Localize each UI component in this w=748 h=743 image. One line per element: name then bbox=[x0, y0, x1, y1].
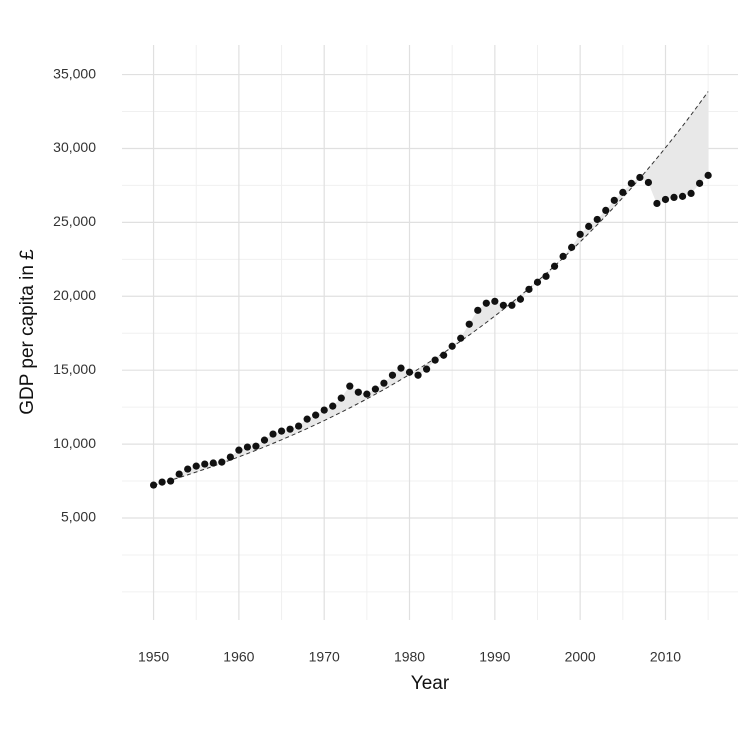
x-tick-label: 1970 bbox=[309, 649, 340, 665]
point bbox=[346, 382, 354, 390]
point bbox=[414, 371, 422, 379]
point bbox=[269, 430, 277, 438]
x-tick-label: 1950 bbox=[138, 649, 169, 665]
ribbon bbox=[673, 125, 683, 198]
x-axis-title: Year bbox=[411, 673, 450, 694]
point bbox=[448, 342, 456, 350]
point bbox=[670, 193, 678, 201]
x-tick-label: 1980 bbox=[394, 649, 425, 665]
point bbox=[619, 188, 627, 196]
point bbox=[218, 458, 226, 466]
point bbox=[175, 470, 183, 478]
point bbox=[149, 481, 158, 489]
ribbon bbox=[682, 114, 692, 197]
point bbox=[499, 301, 507, 309]
point bbox=[704, 171, 712, 179]
point bbox=[576, 230, 584, 238]
point bbox=[329, 402, 337, 410]
point bbox=[431, 356, 439, 364]
point bbox=[440, 351, 448, 359]
y-tick-label: 35,000 bbox=[53, 65, 96, 81]
point bbox=[320, 406, 328, 414]
point bbox=[525, 285, 533, 293]
trend-line bbox=[153, 91, 709, 486]
point bbox=[209, 459, 217, 467]
point bbox=[201, 460, 209, 468]
point bbox=[627, 179, 635, 187]
point bbox=[312, 411, 320, 419]
y-tick-label: 25,000 bbox=[53, 213, 96, 229]
point bbox=[277, 427, 286, 435]
point bbox=[388, 371, 397, 379]
point bbox=[184, 465, 192, 473]
point bbox=[286, 425, 294, 433]
point bbox=[550, 262, 559, 270]
point bbox=[422, 365, 431, 373]
point bbox=[474, 306, 482, 314]
point bbox=[252, 442, 260, 450]
point bbox=[405, 368, 414, 376]
point bbox=[363, 390, 371, 398]
point bbox=[687, 189, 695, 198]
point bbox=[380, 379, 388, 387]
point bbox=[192, 462, 200, 470]
point bbox=[516, 295, 525, 303]
y-axis-title: GDP per capita in £ bbox=[17, 249, 38, 415]
point bbox=[243, 443, 252, 451]
point bbox=[337, 394, 345, 402]
point bbox=[167, 477, 175, 485]
point bbox=[678, 192, 687, 200]
y-tick-label: 30,000 bbox=[53, 139, 96, 155]
point bbox=[371, 385, 379, 393]
point bbox=[260, 436, 269, 444]
point bbox=[653, 199, 661, 208]
point bbox=[661, 195, 670, 204]
point bbox=[533, 278, 542, 286]
point bbox=[508, 301, 516, 309]
y-tick-label: 20,000 bbox=[53, 287, 96, 303]
point bbox=[303, 415, 311, 423]
point bbox=[602, 206, 610, 215]
x-tick-label: 2000 bbox=[565, 649, 596, 665]
point bbox=[295, 422, 303, 430]
point bbox=[397, 364, 405, 372]
ribbon bbox=[690, 102, 700, 195]
point bbox=[158, 478, 166, 486]
point bbox=[636, 173, 644, 182]
y-tick-label: 15,000 bbox=[53, 361, 96, 377]
point bbox=[559, 252, 567, 260]
point bbox=[226, 453, 234, 461]
point bbox=[696, 179, 704, 187]
point bbox=[610, 196, 618, 204]
y-tick-label: 10,000 bbox=[53, 435, 96, 451]
point bbox=[354, 388, 362, 396]
point bbox=[235, 446, 243, 454]
point bbox=[593, 215, 601, 224]
x-tick-label: 1960 bbox=[223, 649, 254, 665]
y-tick-label: 5,000 bbox=[61, 509, 96, 525]
point bbox=[482, 299, 490, 307]
ribbon bbox=[699, 90, 709, 184]
point bbox=[457, 334, 465, 342]
point bbox=[491, 297, 499, 305]
x-tick-label: 2010 bbox=[650, 649, 681, 665]
point bbox=[568, 243, 576, 251]
point bbox=[585, 222, 593, 230]
point bbox=[644, 178, 653, 187]
x-tick-label: 1990 bbox=[479, 649, 510, 665]
point bbox=[465, 320, 473, 328]
point bbox=[542, 272, 550, 280]
